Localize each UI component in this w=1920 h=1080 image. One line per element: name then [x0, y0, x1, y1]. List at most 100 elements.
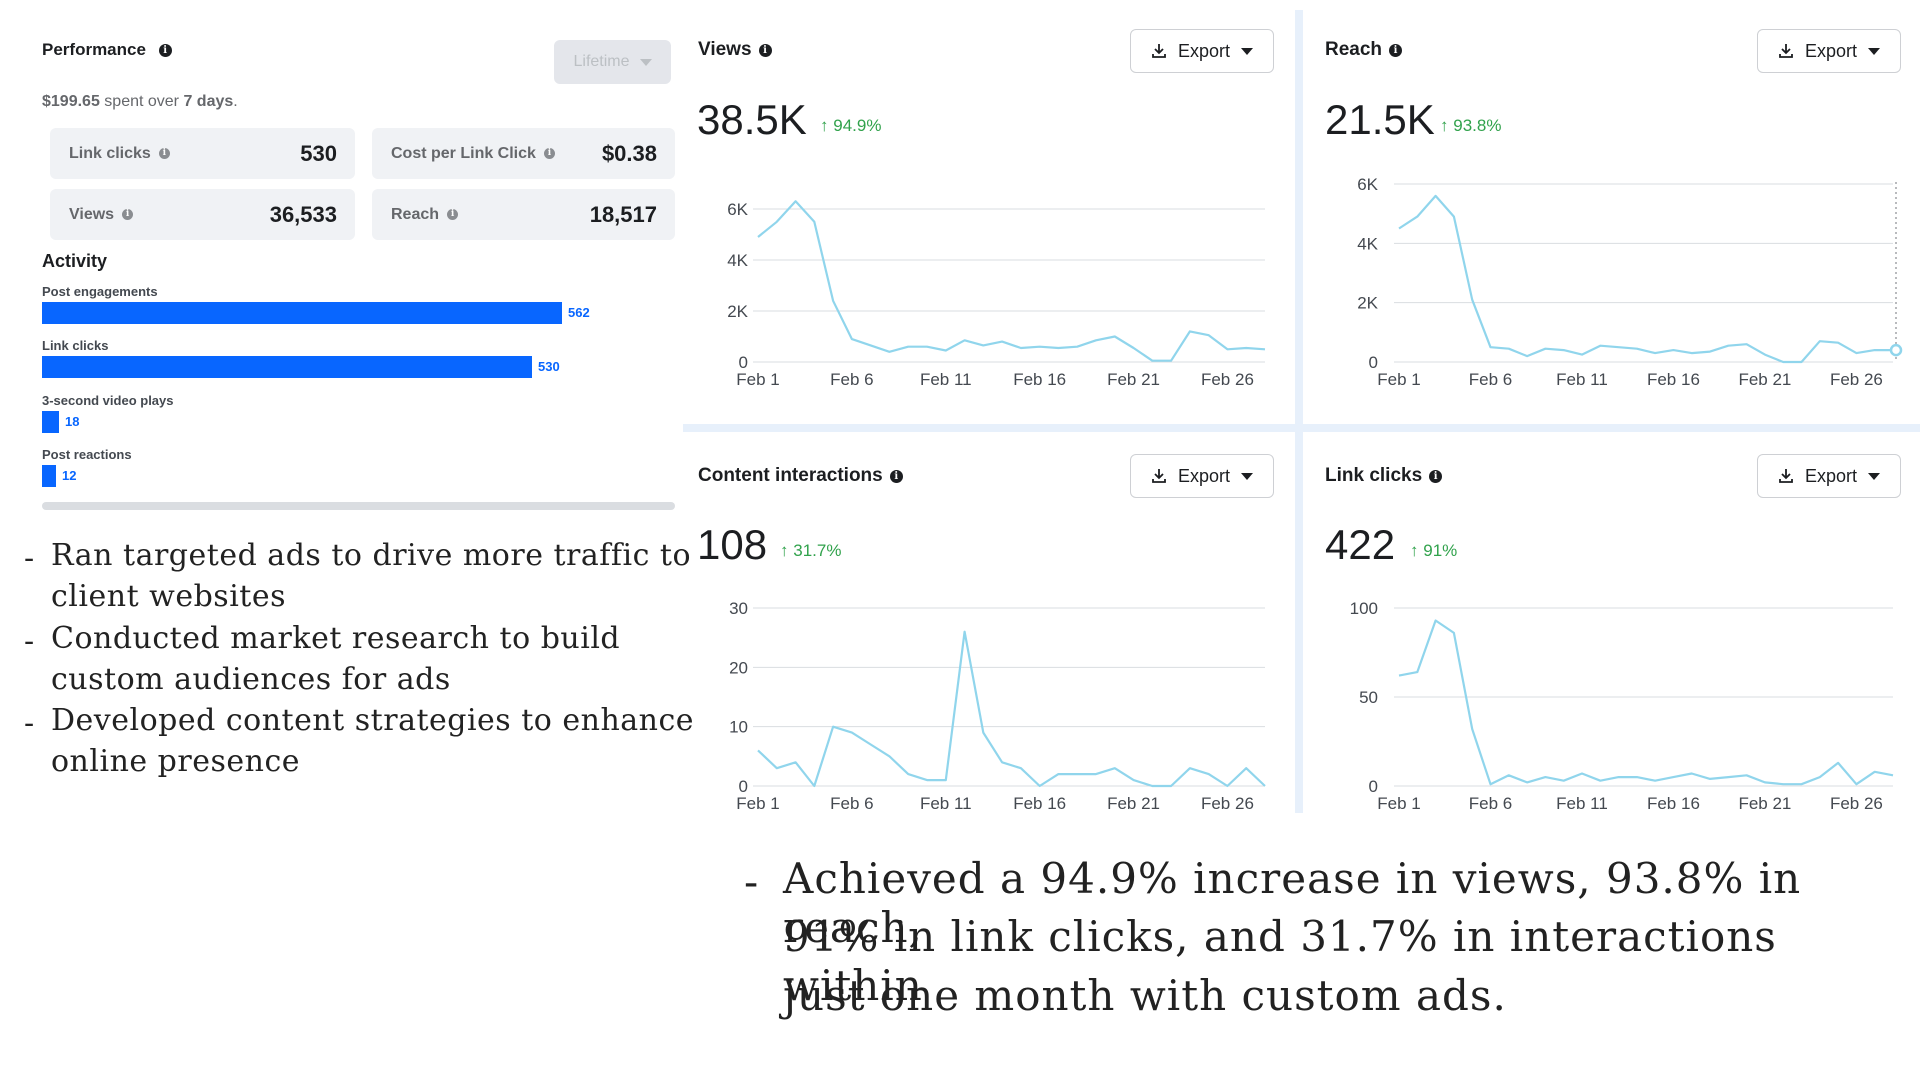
stat-reach: Reach i 18,517	[372, 189, 675, 240]
info-icon[interactable]: i	[447, 209, 459, 220]
y-tick-label: 6K	[1357, 175, 1378, 194]
content-interactions-total: 108	[697, 521, 768, 568]
x-tick-label: Feb 21	[1738, 370, 1791, 389]
activity-label: Link clicks	[42, 338, 109, 353]
data-point	[850, 338, 853, 341]
data-point	[1038, 785, 1041, 788]
data-point	[1782, 361, 1785, 364]
download-icon	[1779, 469, 1793, 483]
x-tick-label: Feb 11	[920, 794, 972, 813]
info-icon[interactable]: i	[1389, 43, 1403, 57]
activity-value: 562	[568, 305, 590, 320]
export-button[interactable]: Export	[1757, 454, 1901, 498]
panel-title-text: Link clicks	[1325, 465, 1423, 486]
data-point	[1763, 353, 1766, 356]
series-line	[757, 630, 1266, 788]
panel-scrollbar[interactable]	[42, 502, 675, 510]
change-value: 93.8%	[1453, 116, 1502, 135]
info-icon[interactable]: i	[889, 469, 903, 483]
data-point	[1818, 776, 1821, 779]
lifetime-dropdown[interactable]: Lifetime	[554, 40, 671, 84]
data-point	[1264, 348, 1267, 351]
data-point	[1170, 359, 1173, 362]
x-tick-label: Feb 26	[1201, 794, 1254, 813]
activity-title: Activity	[42, 251, 108, 271]
views-total: 38.5K	[697, 96, 807, 143]
data-point	[1132, 779, 1135, 782]
activity-bar[interactable]	[42, 302, 562, 324]
export-button[interactable]: Export	[1130, 454, 1274, 498]
download-icon	[1152, 469, 1166, 483]
caret-down-icon	[1868, 47, 1881, 55]
stat-link-clicks: Link clicks i 530	[50, 128, 355, 179]
activity-bar[interactable]	[42, 356, 532, 378]
info-icon[interactable]: i	[1429, 469, 1443, 483]
data-point	[1132, 346, 1135, 349]
info-icon[interactable]: i	[158, 44, 172, 58]
y-tick-label: 20	[729, 658, 748, 677]
data-point	[1727, 344, 1730, 347]
data-point	[1837, 341, 1840, 344]
data-point	[1892, 774, 1895, 777]
x-tick-label: Feb 1	[1377, 794, 1420, 813]
activity-value: 18	[65, 414, 80, 429]
data-point	[1855, 352, 1858, 355]
data-point	[1264, 785, 1267, 788]
reach-change: ↑ 93.8%	[1440, 116, 1502, 135]
activity-label: Post reactions	[42, 447, 132, 462]
data-point	[1672, 776, 1675, 779]
info-icon[interactable]: i	[158, 148, 170, 159]
info-icon[interactable]: i	[122, 209, 134, 220]
data-point	[1599, 344, 1602, 347]
data-point	[1471, 298, 1474, 301]
data-point	[888, 755, 891, 758]
data-point	[1800, 361, 1803, 364]
data-point	[1873, 770, 1876, 773]
x-tick-label: Feb 16	[1013, 370, 1066, 389]
activity-bar[interactable]	[42, 465, 56, 487]
lifetime-label: Lifetime	[573, 53, 630, 70]
data-point	[1873, 349, 1876, 352]
info-icon[interactable]: i	[543, 148, 555, 159]
reach-total: 21.5K	[1325, 96, 1435, 143]
bullet-line: 91% in link clicks, and 31.7% in interac…	[783, 912, 1777, 1010]
data-point	[1434, 619, 1437, 622]
data-point	[982, 344, 985, 347]
data-point	[888, 350, 891, 353]
stat-label: Link clicks	[69, 144, 151, 162]
reach-panel-title: Reach i	[1325, 39, 1403, 61]
x-tick-label: Feb 21	[1738, 794, 1791, 813]
export-button[interactable]: Export	[1130, 29, 1274, 73]
x-tick-label: Feb 6	[1469, 370, 1512, 389]
data-point	[1226, 785, 1229, 788]
data-point	[926, 345, 929, 348]
bullet-line: custom audiences for ads	[51, 662, 451, 697]
data-point	[1001, 761, 1004, 764]
data-point	[1526, 355, 1529, 358]
y-tick-label: 6K	[727, 200, 748, 219]
x-tick-label: Feb 26	[1201, 370, 1254, 389]
data-point	[1188, 767, 1191, 770]
data-point	[1151, 785, 1154, 788]
hover-point	[1889, 343, 1903, 357]
data-point	[1507, 774, 1510, 777]
data-point	[907, 773, 910, 776]
activity-bar[interactable]	[42, 411, 59, 433]
spend-summary: $199.65 spent over 7 days.	[42, 93, 238, 111]
info-icon[interactable]: i	[758, 43, 772, 57]
download-icon	[1152, 44, 1166, 58]
data-point	[850, 731, 853, 734]
performance-title-text: Performance	[42, 40, 146, 59]
export-button[interactable]: Export	[1757, 29, 1901, 73]
change-value: 91%	[1423, 541, 1458, 560]
data-point	[1095, 773, 1098, 776]
data-point	[1544, 347, 1547, 350]
performance-title: Performance i	[42, 40, 172, 60]
bullet-line: Developed content strategies to enhance	[51, 703, 695, 738]
stat-value: 18,517	[589, 201, 657, 227]
data-point	[1709, 777, 1712, 780]
data-point	[1635, 776, 1638, 779]
data-point	[1452, 215, 1455, 218]
data-point	[1038, 345, 1041, 348]
